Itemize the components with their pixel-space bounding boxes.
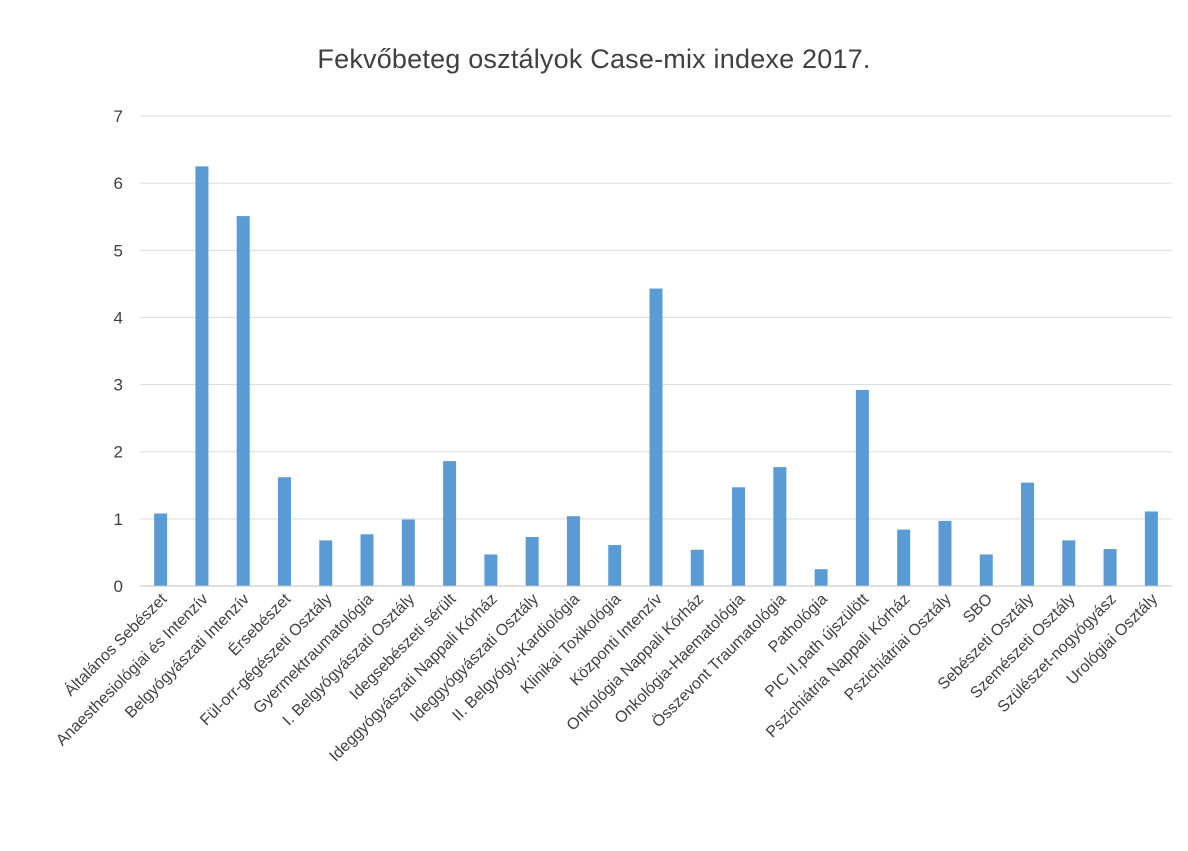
- y-tick-label: 1: [114, 510, 123, 529]
- bar: [236, 216, 250, 587]
- y-tick-labels: 0 1 2 3 4 5 6 7: [114, 107, 123, 596]
- bar: [1144, 511, 1158, 586]
- bar: [360, 534, 374, 586]
- bar: [690, 549, 704, 586]
- y-tick-label: 4: [114, 308, 123, 327]
- bar: [773, 467, 787, 586]
- x-tick-label: SBO: [960, 591, 996, 627]
- bar: [855, 389, 869, 586]
- y-tick-label: 0: [114, 577, 123, 596]
- bar: [443, 461, 457, 586]
- bar: [814, 569, 828, 586]
- bar: [1062, 540, 1076, 586]
- bar: [525, 536, 539, 586]
- bar: [979, 554, 993, 586]
- bar: [938, 520, 952, 586]
- bar: [484, 554, 498, 586]
- y-tick-label: 5: [114, 241, 123, 260]
- bar: [566, 516, 580, 586]
- bar: [1103, 549, 1117, 586]
- bar: [897, 529, 911, 586]
- bar: [608, 545, 622, 586]
- y-tick-label: 6: [114, 174, 123, 193]
- chart-title: Fekvőbeteg osztályok Case-mix indexe 201…: [317, 44, 871, 74]
- y-tick-label: 2: [114, 443, 123, 462]
- bar: [195, 166, 209, 586]
- bar: [732, 487, 746, 586]
- bar: [319, 540, 333, 586]
- bar: [649, 288, 663, 586]
- bar: [1021, 482, 1035, 586]
- y-tick-label: 7: [114, 107, 123, 126]
- y-tick-label: 3: [114, 376, 123, 395]
- bar: [401, 519, 415, 586]
- x-tick-label: Anaesthesiológiai és Intenzív: [53, 591, 212, 750]
- bar: [277, 477, 291, 586]
- bar: [154, 513, 168, 586]
- bars: [154, 166, 1158, 587]
